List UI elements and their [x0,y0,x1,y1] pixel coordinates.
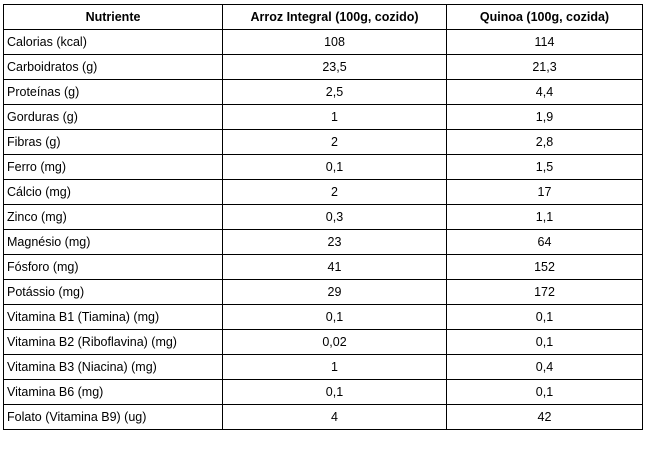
brown-rice-value: 4 [222,404,447,430]
quinoa-value: 42 [446,404,643,430]
nutrient-name: Cálcio (mg) [3,179,223,205]
brown-rice-value: 1 [222,354,447,380]
brown-rice-value: 0,3 [222,204,447,230]
brown-rice-value: 2 [222,129,447,155]
nutrient-name: Fibras (g) [3,129,223,155]
header-quinoa: Quinoa (100g, cozida) [446,4,643,30]
quinoa-value: 2,8 [446,129,643,155]
nutrient-name: Proteínas (g) [3,79,223,105]
quinoa-value: 0,1 [446,379,643,405]
table-row: Vitamina B6 (mg) 0,1 0,1 [3,379,643,405]
table-row: Calorias (kcal) 108 114 [3,29,643,55]
table-row: Vitamina B2 (Riboflavina) (mg) 0,02 0,1 [3,329,643,355]
nutrient-name: Folato (Vitamina B9) (ug) [3,404,223,430]
quinoa-value: 21,3 [446,54,643,80]
nutrient-name: Fósforo (mg) [3,254,223,280]
brown-rice-value: 0,1 [222,379,447,405]
nutrient-name: Magnésio (mg) [3,229,223,255]
quinoa-value: 1,9 [446,104,643,130]
nutrient-name: Potássio (mg) [3,279,223,305]
brown-rice-value: 0,1 [222,154,447,180]
nutrient-name: Gorduras (g) [3,104,223,130]
table-row: Carboidratos (g) 23,5 21,3 [3,54,643,80]
table-row: Potássio (mg) 29 172 [3,279,643,305]
table-row: Zinco (mg) 0,3 1,1 [3,204,643,230]
table-row: Magnésio (mg) 23 64 [3,229,643,255]
brown-rice-value: 41 [222,254,447,280]
nutrient-name: Vitamina B3 (Niacina) (mg) [3,354,223,380]
brown-rice-value: 2 [222,179,447,205]
table-row: Gorduras (g) 1 1,9 [3,104,643,130]
table-row: Cálcio (mg) 2 17 [3,179,643,205]
brown-rice-value: 23 [222,229,447,255]
table-row: Vitamina B1 (Tiamina) (mg) 0,1 0,1 [3,304,643,330]
table-row: Fibras (g) 2 2,8 [3,129,643,155]
brown-rice-value: 2,5 [222,79,447,105]
header-nutrient: Nutriente [3,4,223,30]
quinoa-value: 114 [446,29,643,55]
nutrient-name: Vitamina B2 (Riboflavina) (mg) [3,329,223,355]
brown-rice-value: 108 [222,29,447,55]
nutrient-name: Vitamina B6 (mg) [3,379,223,405]
quinoa-value: 64 [446,229,643,255]
table-row: Proteínas (g) 2,5 4,4 [3,79,643,105]
quinoa-value: 0,1 [446,329,643,355]
table-row: Ferro (mg) 0,1 1,5 [3,154,643,180]
nutrient-name: Zinco (mg) [3,204,223,230]
header-row: Nutriente Arroz Integral (100g, cozido) … [3,4,643,30]
brown-rice-value: 1 [222,104,447,130]
quinoa-value: 1,1 [446,204,643,230]
table-body: Calorias (kcal) 108 114 Carboidratos (g)… [3,29,643,430]
quinoa-value: 0,4 [446,354,643,380]
quinoa-value: 1,5 [446,154,643,180]
table-row: Vitamina B3 (Niacina) (mg) 1 0,4 [3,354,643,380]
table-row: Folato (Vitamina B9) (ug) 4 42 [3,404,643,430]
brown-rice-value: 23,5 [222,54,447,80]
quinoa-value: 152 [446,254,643,280]
quinoa-value: 0,1 [446,304,643,330]
nutrient-name: Calorias (kcal) [3,29,223,55]
brown-rice-value: 0,1 [222,304,447,330]
quinoa-value: 4,4 [446,79,643,105]
nutrient-name: Ferro (mg) [3,154,223,180]
nutrition-table: Nutriente Arroz Integral (100g, cozido) … [3,4,643,430]
nutrient-name: Carboidratos (g) [3,54,223,80]
header-brown-rice: Arroz Integral (100g, cozido) [222,4,447,30]
table-row: Fósforo (mg) 41 152 [3,254,643,280]
table-header: Nutriente Arroz Integral (100g, cozido) … [3,4,643,30]
brown-rice-value: 29 [222,279,447,305]
quinoa-value: 17 [446,179,643,205]
nutrient-name: Vitamina B1 (Tiamina) (mg) [3,304,223,330]
quinoa-value: 172 [446,279,643,305]
brown-rice-value: 0,02 [222,329,447,355]
